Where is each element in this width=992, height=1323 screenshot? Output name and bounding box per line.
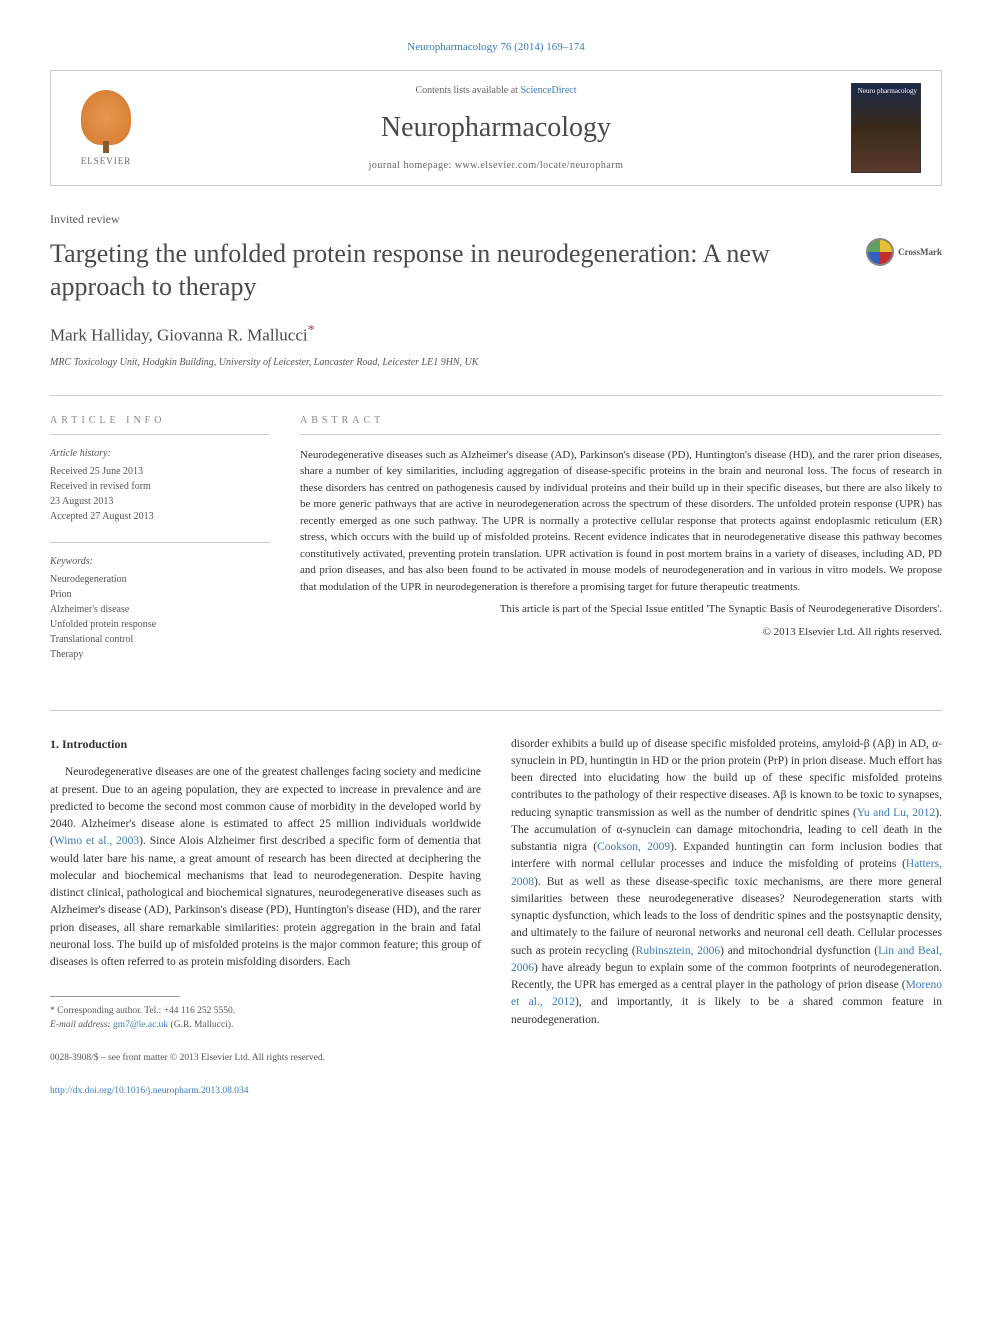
body-text-span: ) have already begun to explain some of … xyxy=(511,962,942,991)
abstract-copyright: © 2013 Elsevier Ltd. All rights reserved… xyxy=(300,624,942,641)
homepage-prefix: journal homepage: xyxy=(369,160,455,171)
citation-link[interactable]: Rubinsztein, 2006 xyxy=(636,945,721,957)
elsevier-tree-icon xyxy=(81,90,131,145)
contents-available-line: Contents lists available at ScienceDirec… xyxy=(141,84,851,98)
citation-header: Neuropharmacology 76 (2014) 169–174 xyxy=(50,40,942,55)
divider-body xyxy=(50,710,942,711)
abstract-column: ABSTRACT Neurodegenerative diseases such… xyxy=(300,414,942,680)
corresponding-author-footnote: * Corresponding author. Tel.: +44 116 25… xyxy=(50,1005,481,1018)
citation-link[interactable]: Wimo et al., 2003 xyxy=(54,835,139,847)
abstract-head: ABSTRACT xyxy=(300,414,942,435)
section-heading: 1. Introduction xyxy=(50,736,481,753)
journal-cover-thumbnail: Neuro pharmacology xyxy=(851,83,921,173)
article-type: Invited review xyxy=(50,211,942,228)
crossmark-icon xyxy=(866,238,894,266)
email-footnote: E-mail address: gm7@le.ac.uk (G.R. Mallu… xyxy=(50,1019,481,1032)
corresponding-asterisk: * xyxy=(308,323,315,338)
journal-homepage-line: journal homepage: www.elsevier.com/locat… xyxy=(141,159,851,173)
email-suffix: (G.R. Mallucci). xyxy=(168,1020,233,1030)
email-link[interactable]: gm7@le.ac.uk xyxy=(113,1020,168,1030)
email-label: E-mail address: xyxy=(50,1020,113,1030)
body-paragraph-left: Neurodegenerative diseases are one of th… xyxy=(50,764,481,971)
affiliation: MRC Toxicology Unit, Hodgkin Building, U… xyxy=(50,356,942,370)
citation-link[interactable]: Cookson, 2009 xyxy=(597,841,670,853)
article-info-head: ARTICLE INFO xyxy=(50,414,270,435)
doi-link[interactable]: http://dx.doi.org/10.1016/j.neuropharm.2… xyxy=(50,1086,249,1096)
abstract-text: Neurodegenerative diseases such as Alzhe… xyxy=(300,447,942,596)
abstract-special-issue: This article is part of the Special Issu… xyxy=(300,601,942,618)
section-title: Introduction xyxy=(62,737,127,751)
author-names: Mark Halliday, Giovanna R. Mallucci xyxy=(50,326,308,345)
section-number: 1. xyxy=(50,737,59,751)
body-text-span: ). Since Alois Alzheimer first described… xyxy=(50,835,481,968)
elsevier-logo: ELSEVIER xyxy=(71,88,141,168)
history-text: Received 25 June 2013 Received in revise… xyxy=(50,464,270,524)
journal-header-box: ELSEVIER Contents lists available at Sci… xyxy=(50,70,942,186)
journal-name: Neuropharmacology xyxy=(141,108,851,147)
cover-thumb-label: Neuro pharmacology xyxy=(858,87,917,97)
body-column-right: disorder exhibits a build up of disease … xyxy=(511,736,942,1099)
body-text-span: ) and mitochondrial dysfunction ( xyxy=(720,945,878,957)
citation-link[interactable]: Yu and Lu, 2012 xyxy=(857,807,935,819)
info-divider xyxy=(50,542,270,543)
homepage-url[interactable]: www.elsevier.com/locate/neuropharm xyxy=(455,160,624,171)
crossmark-badge[interactable]: CrossMark xyxy=(866,238,942,266)
divider-top xyxy=(50,395,942,396)
footnote-separator xyxy=(50,996,180,997)
article-title: Targeting the unfolded protein response … xyxy=(50,238,866,303)
body-paragraph-right: disorder exhibits a build up of disease … xyxy=(511,736,942,1029)
keywords-label: Keywords: xyxy=(50,555,270,569)
sciencedirect-link[interactable]: ScienceDirect xyxy=(520,85,576,96)
history-label: Article history: xyxy=(50,447,270,461)
contents-prefix: Contents lists available at xyxy=(415,85,520,96)
authors: Mark Halliday, Giovanna R. Mallucci* xyxy=(50,321,942,347)
issn-line: 0028-3908/$ – see front matter © 2013 El… xyxy=(50,1052,481,1065)
body-text-span: ), and importantly, it is likely to be a… xyxy=(511,996,942,1025)
keywords-list: Neurodegeneration Prion Alzheimer's dise… xyxy=(50,572,270,662)
doi-line: http://dx.doi.org/10.1016/j.neuropharm.2… xyxy=(50,1085,481,1098)
body-column-left: 1. Introduction Neurodegenerative diseas… xyxy=(50,736,481,1099)
article-info-column: ARTICLE INFO Article history: Received 2… xyxy=(50,414,270,680)
crossmark-label: CrossMark xyxy=(898,246,942,259)
publisher-name: ELSEVIER xyxy=(81,155,132,168)
